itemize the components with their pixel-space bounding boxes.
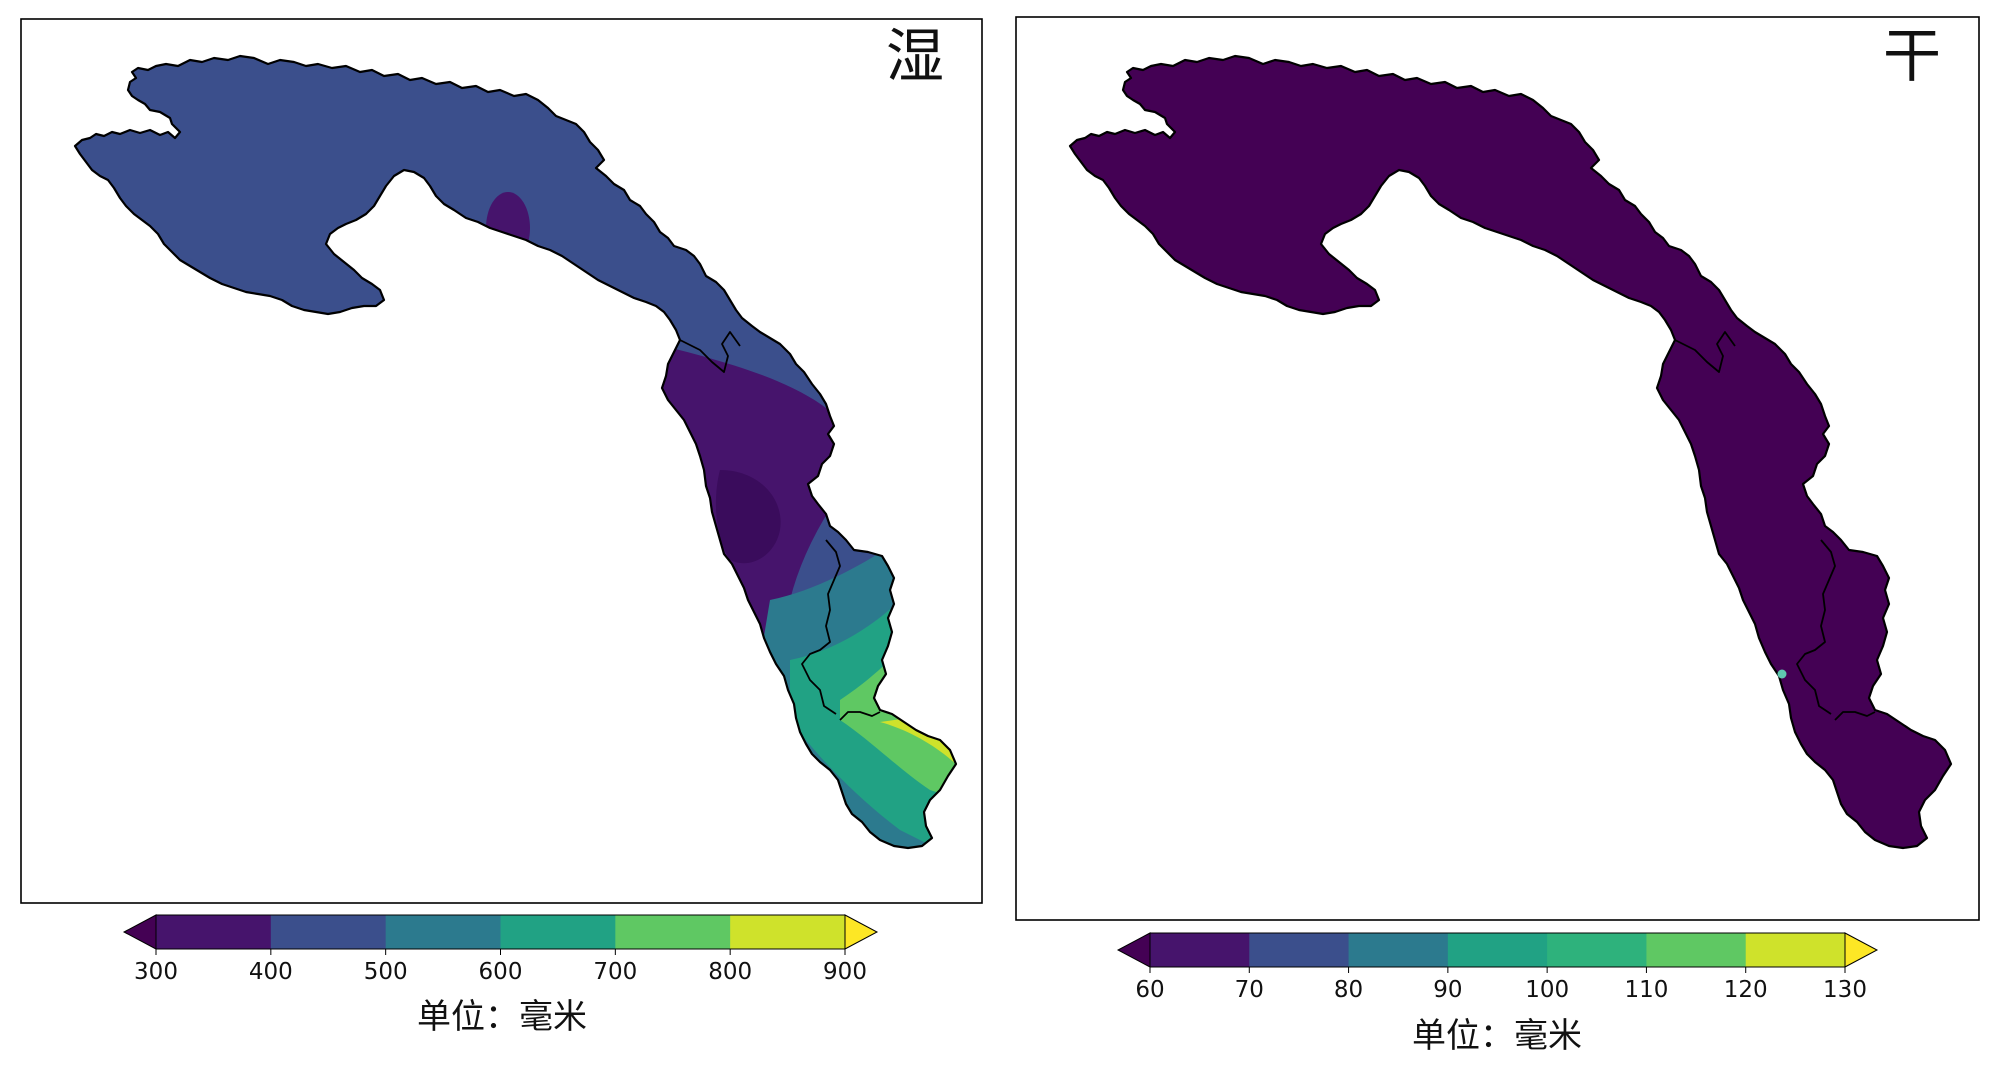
colorbar-segment: [270, 915, 387, 949]
colorbar-tick-label: 60: [1135, 977, 1164, 1003]
subbasin-boundary-wet-3: [839, 711, 881, 721]
colorbar-segment: [1646, 933, 1747, 967]
colorbar-tick-label: 500: [364, 959, 408, 985]
colorbar-tick-label: 900: [823, 959, 867, 985]
contour-500-600: [75, 56, 956, 848]
colorbar-over-arrow: [1844, 932, 1879, 968]
colorbar-segment: [385, 915, 501, 949]
colorbar-under-arrow: [122, 914, 157, 950]
colorbar-tick-label: 300: [134, 959, 178, 985]
map-frame-wet: [20, 18, 983, 904]
colorbar-segment: [1348, 933, 1449, 967]
contour-300-400: [715, 470, 781, 564]
precip-contours-wet: [75, 56, 956, 848]
panel-wet: 湿 300 400 500 600 700 800 900 单位：毫米: [20, 18, 983, 1037]
colorbar-segment: [156, 915, 272, 949]
colorbar-under-arrow: [1116, 932, 1151, 968]
subbasin-boundary-dry-3: [1834, 711, 1876, 721]
colorbar-tick-label: 400: [249, 959, 293, 985]
colorbar-tick-label: 120: [1724, 977, 1768, 1003]
colorbar-segment: [1447, 933, 1548, 967]
colorbar-tick-label: 110: [1624, 977, 1668, 1003]
subbasin-boundary-dry-2: [1796, 539, 1836, 715]
precip-contours-dry: [1070, 56, 1951, 848]
subbasin-boundary-dry-1: [1674, 331, 1736, 373]
colorbar-outline: [1149, 932, 1846, 968]
colorbar-tick-label: 80: [1334, 977, 1363, 1003]
colorbar-tick-label: 100: [1525, 977, 1569, 1003]
panel-title-dry: 干: [1883, 22, 1941, 90]
subbasin-boundary-wet-2: [801, 539, 841, 715]
colorbar-tick-label: 90: [1433, 977, 1462, 1003]
panel-title-wet: 湿: [886, 22, 944, 90]
colorbar-segment: [730, 915, 846, 949]
colorbar-tick-label: 800: [708, 959, 752, 985]
subbasin-boundary-wet-1: [679, 331, 741, 373]
colorbar-segment: [1547, 933, 1647, 967]
colorbar-tick-label: 130: [1823, 977, 1867, 1003]
colorbar-tick-label: 70: [1235, 977, 1264, 1003]
colorbar-unit-wet: 单位：毫米: [417, 997, 587, 1037]
colorbar-tick-label: 700: [593, 959, 637, 985]
colorbar-segment: [1249, 933, 1350, 967]
colorbar-segment: [1150, 933, 1250, 967]
colorbar-segment: [615, 915, 731, 949]
map-frame-dry: [1015, 16, 1980, 921]
colorbar-tick-label: 600: [479, 959, 523, 985]
contour-60-70: [1070, 56, 1951, 848]
colorbar-segment: [500, 915, 616, 949]
colorbar-segment: [1745, 933, 1846, 967]
colorbar-wet: 300 400 500 600 700 800 900: [122, 914, 879, 985]
hotspot-marker-dry: [1777, 669, 1787, 679]
colorbar-over-arrow: [844, 914, 879, 950]
colorbar-dry: 60 70 80 90 100 110 120 130: [1116, 932, 1879, 1003]
colorbar-unit-dry: 单位：毫米: [1412, 1016, 1582, 1056]
panel-dry: 干 60 70 80 90 100 110 120 130 单位：毫米: [1015, 16, 1980, 1056]
